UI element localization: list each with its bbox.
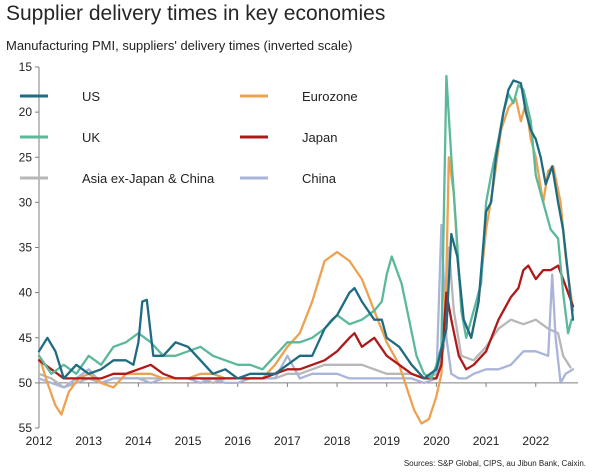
series-line-japan bbox=[37, 264, 575, 380]
x-tick-label: 2020 bbox=[423, 434, 450, 448]
legend-label-china: China bbox=[302, 171, 337, 186]
chart-title: Supplier delivery times in key economies bbox=[6, 2, 386, 25]
legend-label-us: US bbox=[82, 89, 100, 104]
legend-label-eurozone: Eurozone bbox=[302, 89, 358, 104]
y-tick-label: 55 bbox=[19, 421, 33, 435]
y-tick-label: 50 bbox=[19, 376, 33, 390]
y-tick-label: 30 bbox=[19, 195, 33, 209]
x-tick-label: 2019 bbox=[373, 434, 400, 448]
y-tick-label: 45 bbox=[19, 331, 33, 345]
x-tick-label: 2015 bbox=[175, 434, 202, 448]
x-tick-label: 2016 bbox=[224, 434, 251, 448]
x-tick-label: 2017 bbox=[274, 434, 301, 448]
series-line-uk bbox=[37, 74, 573, 380]
x-tick-label: 2013 bbox=[75, 434, 102, 448]
legend: US Eurozone UK Japan Asia ex-Japan & China Ch… bbox=[20, 89, 358, 186]
series-line-china bbox=[37, 223, 575, 389]
x-tick-label: 2014 bbox=[125, 434, 152, 448]
y-tick-label: 25 bbox=[19, 150, 33, 164]
x-tick-label: 2021 bbox=[473, 434, 500, 448]
chart-subtitle: Manufacturing PMI, suppliers' delivery t… bbox=[6, 38, 353, 53]
legend-label-japan: Japan bbox=[302, 130, 337, 145]
legend-label-uk: UK bbox=[82, 130, 100, 145]
y-tick-label: 35 bbox=[19, 241, 33, 255]
series-lines bbox=[37, 74, 575, 425]
x-tick-label: 2022 bbox=[522, 434, 549, 448]
y-tick-label: 40 bbox=[19, 286, 33, 300]
source-note: Sources: S&P Global, CIPS, au Jibun Bank… bbox=[403, 459, 586, 468]
x-tick-label: 2018 bbox=[324, 434, 351, 448]
y-tick-label: 15 bbox=[19, 60, 33, 74]
series-line-us bbox=[37, 79, 575, 380]
legend-label-asia-ex-japan-china: Asia ex-Japan & China bbox=[82, 171, 215, 186]
y-tick-label: 20 bbox=[19, 105, 33, 119]
x-tick-label: 2012 bbox=[26, 434, 53, 448]
series-line-eurozone bbox=[37, 97, 575, 425]
